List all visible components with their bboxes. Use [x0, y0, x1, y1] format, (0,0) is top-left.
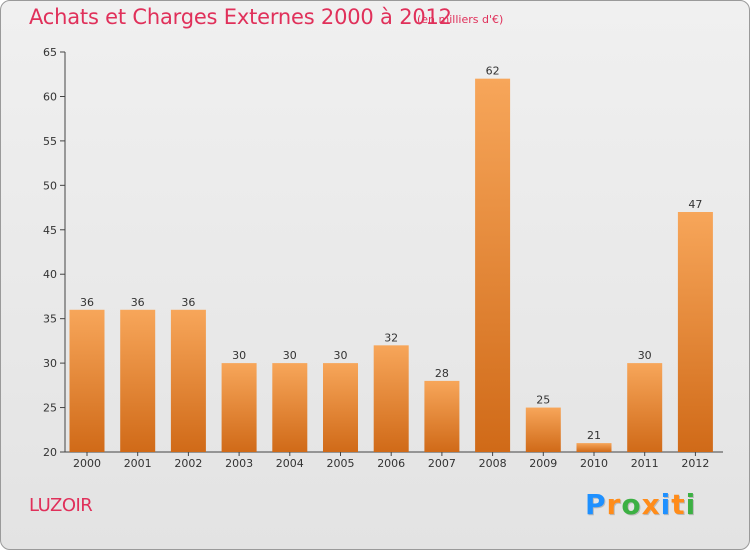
y-tick-label-20: 20 [43, 446, 57, 459]
x-tick-label-2006: 2006 [377, 457, 405, 470]
y-tick-label-50: 50 [43, 179, 57, 192]
y-tick-label-40: 40 [43, 268, 57, 281]
bar-2001 [120, 309, 156, 452]
data-label-2000: 36 [80, 296, 94, 309]
data-label-2005: 30 [334, 349, 348, 362]
brand-letter: r [606, 488, 622, 521]
data-label-2004: 30 [283, 349, 297, 362]
x-tick-label-2001: 2001 [124, 457, 152, 470]
x-tick-label-2010: 2010 [580, 457, 608, 470]
y-tick-label-55: 55 [43, 135, 57, 148]
data-label-2007: 28 [435, 367, 449, 380]
chart-subtitle: (en milliers d'€) [417, 13, 504, 26]
brand-letter: x [641, 488, 661, 521]
bar-2006 [373, 345, 409, 452]
chart-title: Achats et Charges Externes 2000 à 2012 [29, 5, 452, 29]
brand-letter: i [660, 488, 672, 521]
x-tick-label-2005: 2005 [327, 457, 355, 470]
x-tick-label-2012: 2012 [681, 457, 709, 470]
brand-letter: t [671, 488, 686, 521]
data-labels: 36 36 36 30 30 30 32 28 62 25 21 30 47 [80, 65, 702, 442]
brand-logo[interactable]: Proxiti [585, 488, 696, 521]
bar-2008 [475, 78, 511, 453]
brand-letter: o [621, 488, 642, 521]
data-label-2012: 47 [688, 198, 702, 211]
x-tick-label-2002: 2002 [174, 457, 202, 470]
commune-name: LUZOIR [29, 495, 93, 516]
bar-2012 [677, 212, 713, 452]
x-tick-label-2004: 2004 [276, 457, 304, 470]
data-label-2003: 30 [232, 349, 246, 362]
x-tick-label-2000: 2000 [73, 457, 101, 470]
y-tick-label-60: 60 [43, 90, 57, 103]
x-tick-label-2007: 2007 [428, 457, 456, 470]
bars [69, 78, 713, 453]
data-label-2006: 32 [384, 331, 398, 344]
x-tick-label-2011: 2011 [631, 457, 659, 470]
y-tick-label-45: 45 [43, 224, 57, 237]
data-label-2010: 21 [587, 429, 601, 442]
y-tick-label-35: 35 [43, 313, 57, 326]
x-tick-label-2008: 2008 [479, 457, 507, 470]
brand-letter: P [585, 488, 607, 521]
y-tick-label-65: 65 [43, 46, 57, 59]
data-label-2008: 62 [486, 65, 500, 78]
y-axis: 20 25 30 35 40 45 50 55 60 65 [43, 46, 66, 459]
y-tick-label-30: 30 [43, 357, 57, 370]
data-label-2009: 25 [536, 394, 550, 407]
data-label-2002: 36 [181, 296, 195, 309]
x-tick-label-2003: 2003 [225, 457, 253, 470]
data-label-2001: 36 [131, 296, 145, 309]
bar-2011 [627, 363, 663, 452]
bar-2009 [525, 407, 561, 452]
bar-2003 [221, 363, 257, 452]
bar-2000 [69, 309, 105, 452]
data-label-2011: 30 [638, 349, 652, 362]
y-tick-label-25: 25 [43, 402, 57, 415]
brand-letter: i [685, 488, 697, 521]
x-axis: 2000 2001 2002 2003 2004 2005 2006 2007 2008 2009… [65, 451, 723, 470]
bar-2002 [170, 309, 206, 452]
bar-2005 [323, 363, 358, 452]
bar-2007 [424, 380, 460, 452]
x-tick-label-2009: 2009 [529, 457, 557, 470]
bar-2010 [576, 443, 612, 452]
bar-2004 [272, 363, 308, 452]
